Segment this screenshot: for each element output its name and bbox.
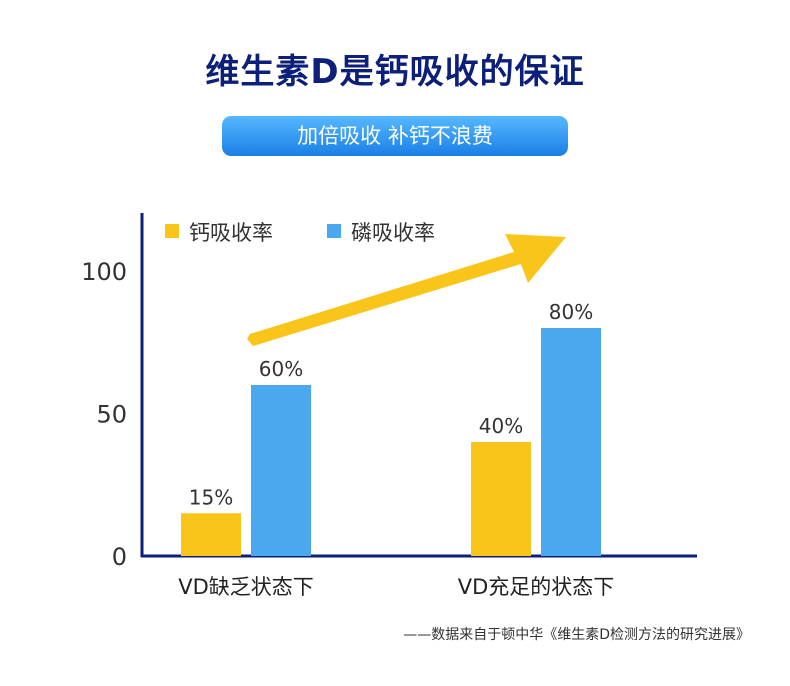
y-tick-label-100: 100 [81,258,127,286]
legend-swatch-1 [165,224,179,238]
data-label-2-1: 60% [259,357,303,381]
source-note: ——数据来自于顿中华《维生素D检测方法的研究进展》 [403,627,750,643]
trend-arrow [247,234,566,346]
legend-label-2: 磷吸收率 [351,221,435,245]
data-label-1-2: 40% [479,414,523,438]
bar-2-2 [541,328,601,556]
legend-swatch-2 [327,224,341,238]
y-tick-label-0: 0 [112,543,127,571]
x-category-label-2: VD充足的状态下 [458,575,615,599]
bar-1-1 [181,513,241,556]
chart-title: 维生素D是钙吸收的保证 [205,52,585,92]
data-label-2-2: 80% [549,300,593,324]
legend-label-1: 钙吸收率 [189,221,273,245]
subtitle-banner: 加倍吸收 补钙不浪费 [222,116,568,156]
bar-2-1 [251,385,311,556]
x-category-label-1: VD缺乏状态下 [178,575,314,599]
y-tick-label-50: 50 [96,401,127,429]
data-label-1-1: 15% [189,485,233,509]
bar-1-2 [471,442,531,556]
